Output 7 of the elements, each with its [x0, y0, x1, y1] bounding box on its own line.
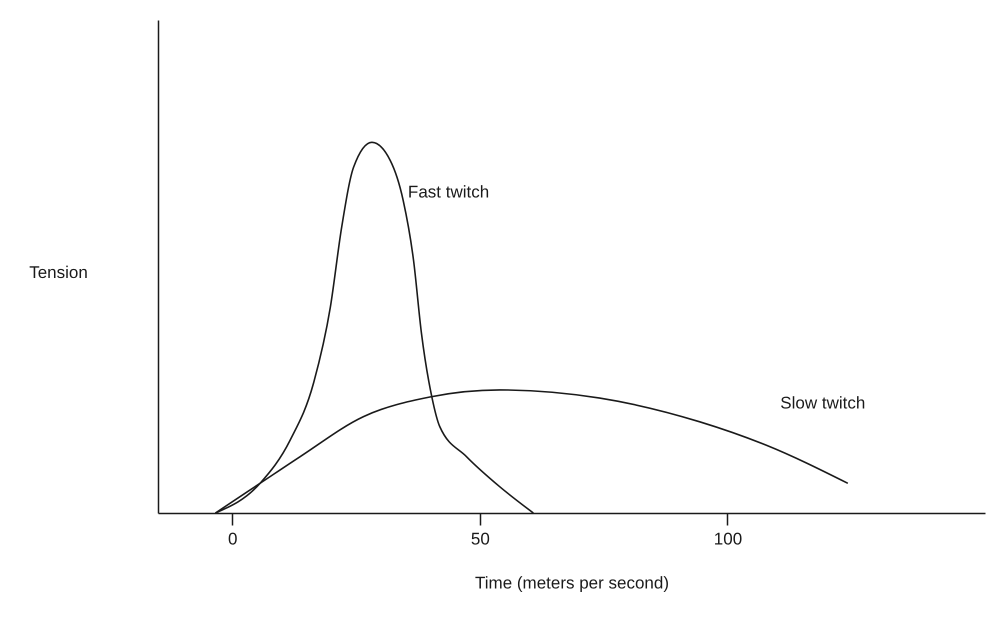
text: Slow twitch	[780, 393, 866, 412]
x-axis-title: Time (meters per second)	[475, 574, 669, 592]
series-label: Fast twitch	[408, 182, 490, 202]
x-tick-label: 0	[228, 530, 238, 548]
x-tick-label: 50	[470, 530, 490, 548]
x-tick-label: 100	[714, 530, 742, 548]
y-axis-title: Tension	[29, 262, 88, 282]
